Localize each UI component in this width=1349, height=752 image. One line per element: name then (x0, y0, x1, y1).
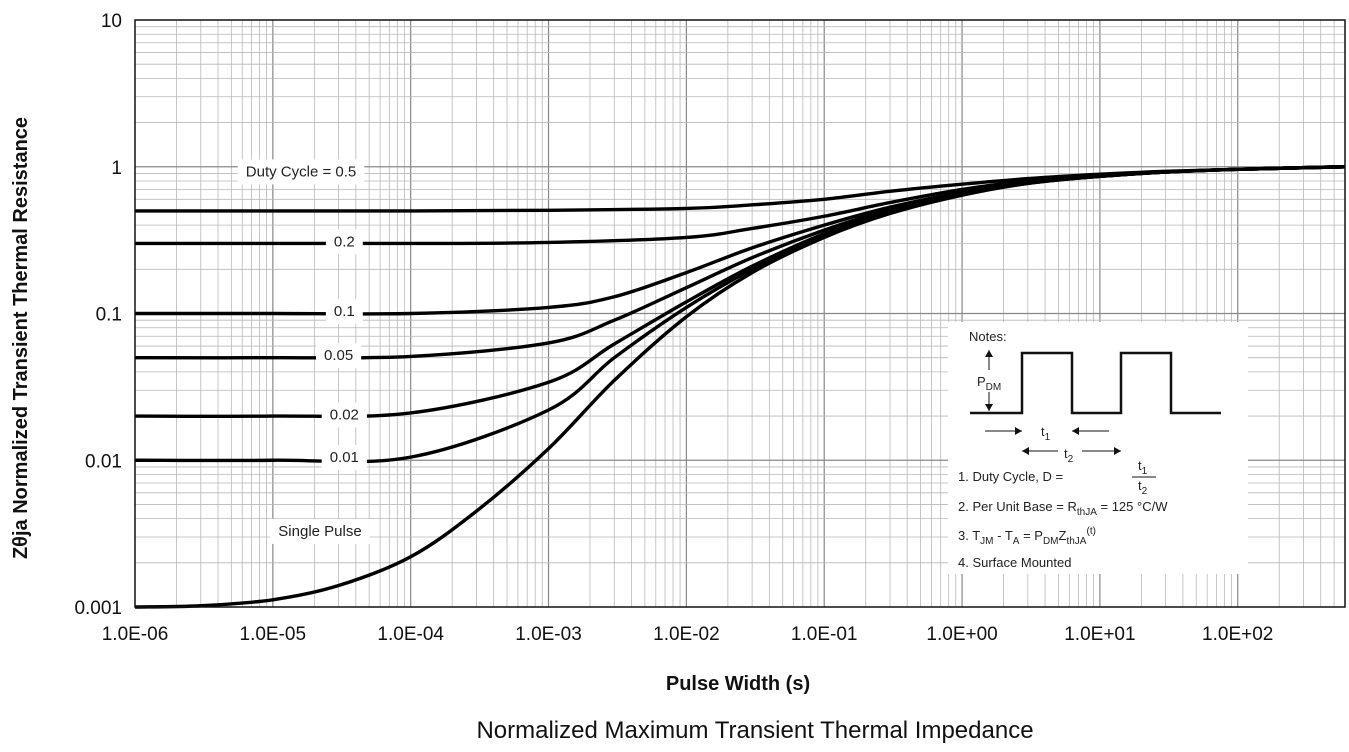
series-label-4: 0.02 (330, 407, 359, 424)
x-axis-title: Pulse Width (s) (666, 673, 810, 695)
series-line-6 (134, 165, 1346, 609)
pdm-arrow-down-icon (985, 404, 993, 411)
y-tick-label: 0.1 (96, 305, 122, 326)
t2-label: t2 (1064, 446, 1074, 465)
y-tick-label: 0.01 (85, 451, 122, 472)
x-tick-label: 1.0E-04 (377, 624, 444, 645)
series-labels: Duty Cycle = 0.5 0.2 0.1 0.05 0.02 0.01 Single… (237, 159, 370, 544)
series-line-2 (135, 165, 1346, 316)
chart-caption: Normalized Maximum Transient Thermal Imp… (476, 717, 1033, 744)
series-group (134, 165, 1346, 609)
note-2-per-unit-base: 2. Per Unit Base = RthJA = 125 °C/W (958, 499, 1168, 518)
t1-label: t1 (1041, 424, 1051, 443)
series-label-background (237, 159, 365, 185)
plot-frame (134, 19, 1346, 608)
t1-arrow-right-icon (1015, 427, 1022, 435)
t1-arrow-left-icon (1072, 427, 1079, 435)
y-tick-labels: 0.001 0.01 0.1 1 10 (74, 11, 122, 619)
x-tick-label: 1.0E+02 (1202, 624, 1273, 645)
series-label-3: 0.05 (324, 347, 353, 364)
series-label-1: 0.2 (334, 233, 355, 250)
pdm-label: PDM (977, 374, 1001, 393)
t2-label-background (1058, 442, 1082, 462)
series-label-0: Duty Cycle = 0.5 (246, 163, 356, 180)
notes-title: Notes: (969, 329, 1007, 344)
x-tick-label: 1.0E-03 (515, 624, 582, 645)
x-tick-label: 1.0E+01 (1064, 624, 1135, 645)
note-4-surface-mounted: 4. Surface Mounted (958, 555, 1071, 570)
x-tick-label: 1.0E-02 (653, 624, 720, 645)
pdm-arrow-up-icon (985, 350, 993, 357)
series-label-2: 0.1 (334, 303, 355, 320)
x-tick-label: 1.0E+00 (926, 624, 997, 645)
series-label-5: 0.01 (330, 449, 359, 466)
y-tick-label: 1 (111, 158, 122, 179)
x-tick-labels: 1.0E-06 1.0E-05 1.0E-04 1.0E-03 1.0E-02 1.0E-… (102, 624, 1274, 645)
note-3-junction-temp: 3. TJM - TA = PDMZthJA(t) (958, 526, 1096, 547)
series-label-background (316, 343, 362, 369)
series-label-background (270, 518, 370, 544)
notes-box: Notes: PDM t1 t2 1. Duty Cycle, D = t1 t… (948, 322, 1248, 574)
note-1-numerator: t1 (1138, 458, 1148, 477)
series-label-6: Single Pulse (278, 523, 361, 540)
t2-arrow-left-icon (1022, 447, 1029, 455)
pdm-label-background (974, 370, 1016, 392)
note-1-duty-cycle: 1. Duty Cycle, D = (958, 469, 1063, 484)
notes-background (948, 322, 1248, 574)
t2-arrow-right-icon (1114, 447, 1121, 455)
x-tick-label: 1.0E-01 (791, 624, 858, 645)
y-tick-label: 0.001 (74, 598, 122, 619)
y-tick-label: 10 (101, 11, 122, 32)
series-label-background (321, 402, 367, 428)
x-tick-label: 1.0E-06 (102, 624, 169, 645)
x-tick-label: 1.0E-05 (240, 624, 307, 645)
note-1-denominator: t2 (1138, 478, 1148, 497)
series-label-background (321, 445, 367, 471)
series-label-background (325, 229, 363, 255)
pulse-waveform (970, 351, 1221, 415)
series-label-background (325, 299, 363, 324)
y-axis-title: Zθja Normalized Transient Thermal Resist… (10, 117, 32, 559)
